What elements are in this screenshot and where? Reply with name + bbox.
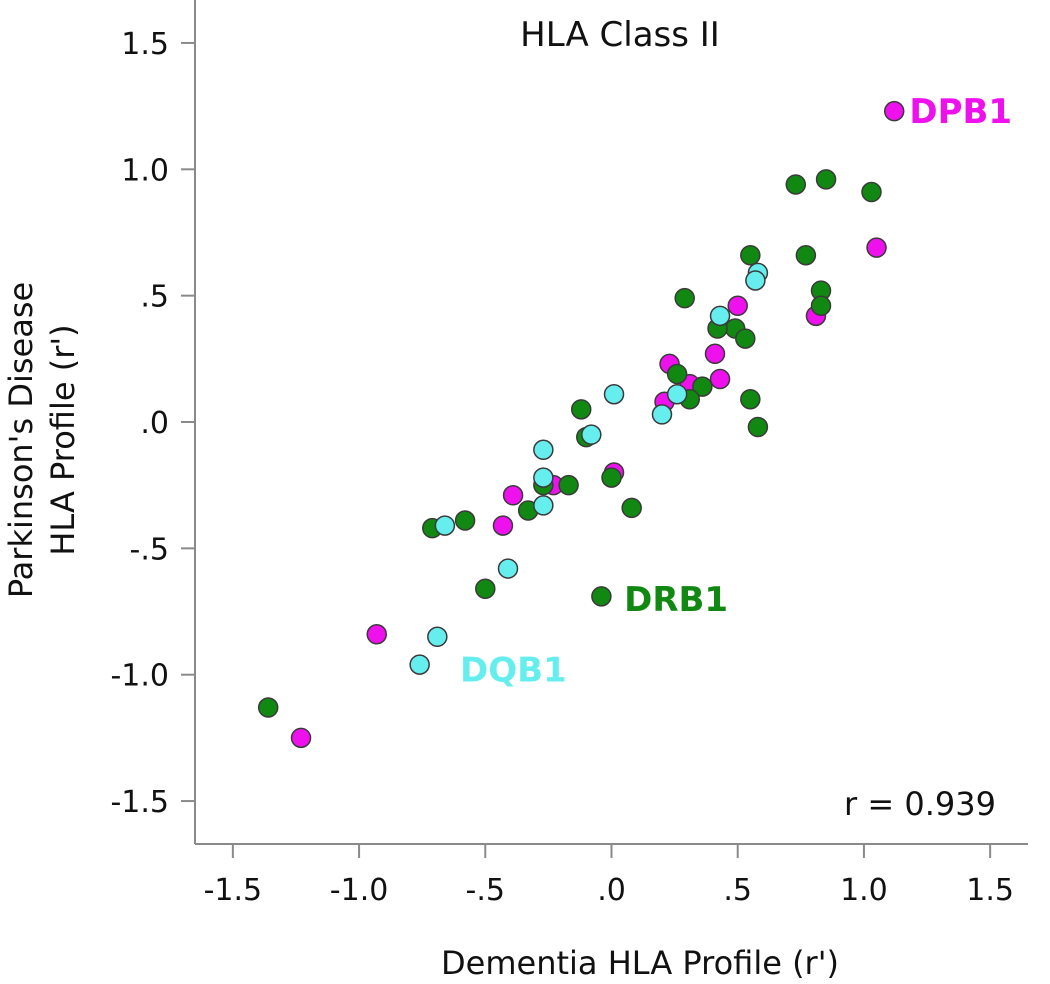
point-dpb1 bbox=[727, 295, 748, 317]
y-tick-label: .5 bbox=[140, 280, 169, 315]
y-tick-label: .0 bbox=[140, 406, 169, 441]
y-tick-label: 1.5 bbox=[121, 27, 169, 62]
point-dqb1 bbox=[709, 305, 731, 327]
point-dqb1 bbox=[666, 383, 688, 405]
point-drb1 bbox=[740, 244, 761, 266]
correlation-annotation: r = 0.939 bbox=[844, 785, 996, 823]
point-dqb1 bbox=[434, 515, 456, 536]
y-axis-title-line1: Parkinson's Disease bbox=[2, 282, 40, 598]
series-label-dqb1: DQB1 bbox=[460, 651, 567, 691]
x-tick-label: -1.5 bbox=[204, 873, 263, 908]
data-points bbox=[257, 100, 905, 749]
point-dqb1 bbox=[533, 439, 554, 461]
y-tick-label: -1.5 bbox=[110, 785, 169, 820]
point-drb1 bbox=[815, 169, 837, 190]
point-drb1 bbox=[735, 328, 756, 349]
point-drb1 bbox=[810, 295, 832, 317]
point-drb1 bbox=[674, 287, 695, 309]
point-dpb1 bbox=[709, 368, 731, 390]
y-tick-label: -1.0 bbox=[110, 659, 169, 694]
y-tick-label: 1.0 bbox=[121, 153, 169, 188]
point-dqb1 bbox=[533, 495, 554, 516]
point-dpb1 bbox=[366, 624, 387, 645]
axes bbox=[194, 0, 1028, 845]
y-tick-label: -.5 bbox=[130, 532, 169, 567]
series-labels: DPB1 DRB1 DQB1 bbox=[460, 92, 1012, 690]
point-drb1 bbox=[740, 389, 761, 410]
x-axis-title: Dementia HLA Profile (r') bbox=[441, 944, 839, 982]
point-dqb1 bbox=[497, 558, 519, 579]
point-drb1 bbox=[475, 578, 496, 600]
point-dqb1 bbox=[581, 424, 602, 445]
x-tick-label: 1.0 bbox=[840, 873, 888, 908]
point-drb1 bbox=[747, 416, 769, 438]
point-dqb1 bbox=[409, 654, 430, 675]
point-dqb1 bbox=[651, 404, 673, 425]
x-ticks: -1.5 -1.0 -.5 .0 .5 1.0 1.5 bbox=[204, 844, 1014, 908]
point-dqb1 bbox=[745, 270, 766, 291]
point-dpb1 bbox=[883, 100, 905, 122]
point-drb1 bbox=[795, 244, 817, 266]
point-dpb1 bbox=[704, 343, 726, 365]
point-drb1 bbox=[861, 181, 882, 203]
y-axis-title-line2: HLA Profile (r') bbox=[44, 324, 82, 555]
point-drb1 bbox=[257, 697, 279, 718]
point-drb1 bbox=[601, 467, 622, 488]
point-drb1 bbox=[591, 586, 612, 607]
point-drb1 bbox=[454, 510, 476, 531]
point-dpb1 bbox=[866, 237, 887, 258]
point-dpb1 bbox=[492, 515, 514, 536]
series-label-drb1: DRB1 bbox=[624, 580, 728, 620]
point-drb1 bbox=[785, 174, 807, 195]
point-drb1 bbox=[570, 399, 592, 420]
x-tick-label: -.5 bbox=[466, 873, 505, 908]
point-dpb1 bbox=[502, 485, 524, 506]
point-drb1 bbox=[558, 474, 579, 496]
series-label-dpb1: DPB1 bbox=[909, 92, 1012, 132]
point-dqb1 bbox=[427, 626, 448, 648]
y-ticks: 1.5 1.0 .5 .0 -.5 -1.0 -1.5 bbox=[110, 27, 195, 820]
x-tick-label: -1.0 bbox=[330, 873, 389, 908]
x-tick-label: .0 bbox=[597, 873, 626, 908]
x-tick-label: .5 bbox=[723, 873, 752, 908]
point-drb1 bbox=[666, 363, 688, 385]
point-drb1 bbox=[692, 376, 713, 397]
point-dqb1 bbox=[533, 467, 554, 488]
chart-title: HLA Class II bbox=[520, 15, 720, 55]
point-dqb1 bbox=[603, 383, 625, 405]
x-tick-label: 1.5 bbox=[966, 873, 1014, 908]
point-drb1 bbox=[621, 497, 642, 519]
point-dpb1 bbox=[290, 727, 312, 749]
